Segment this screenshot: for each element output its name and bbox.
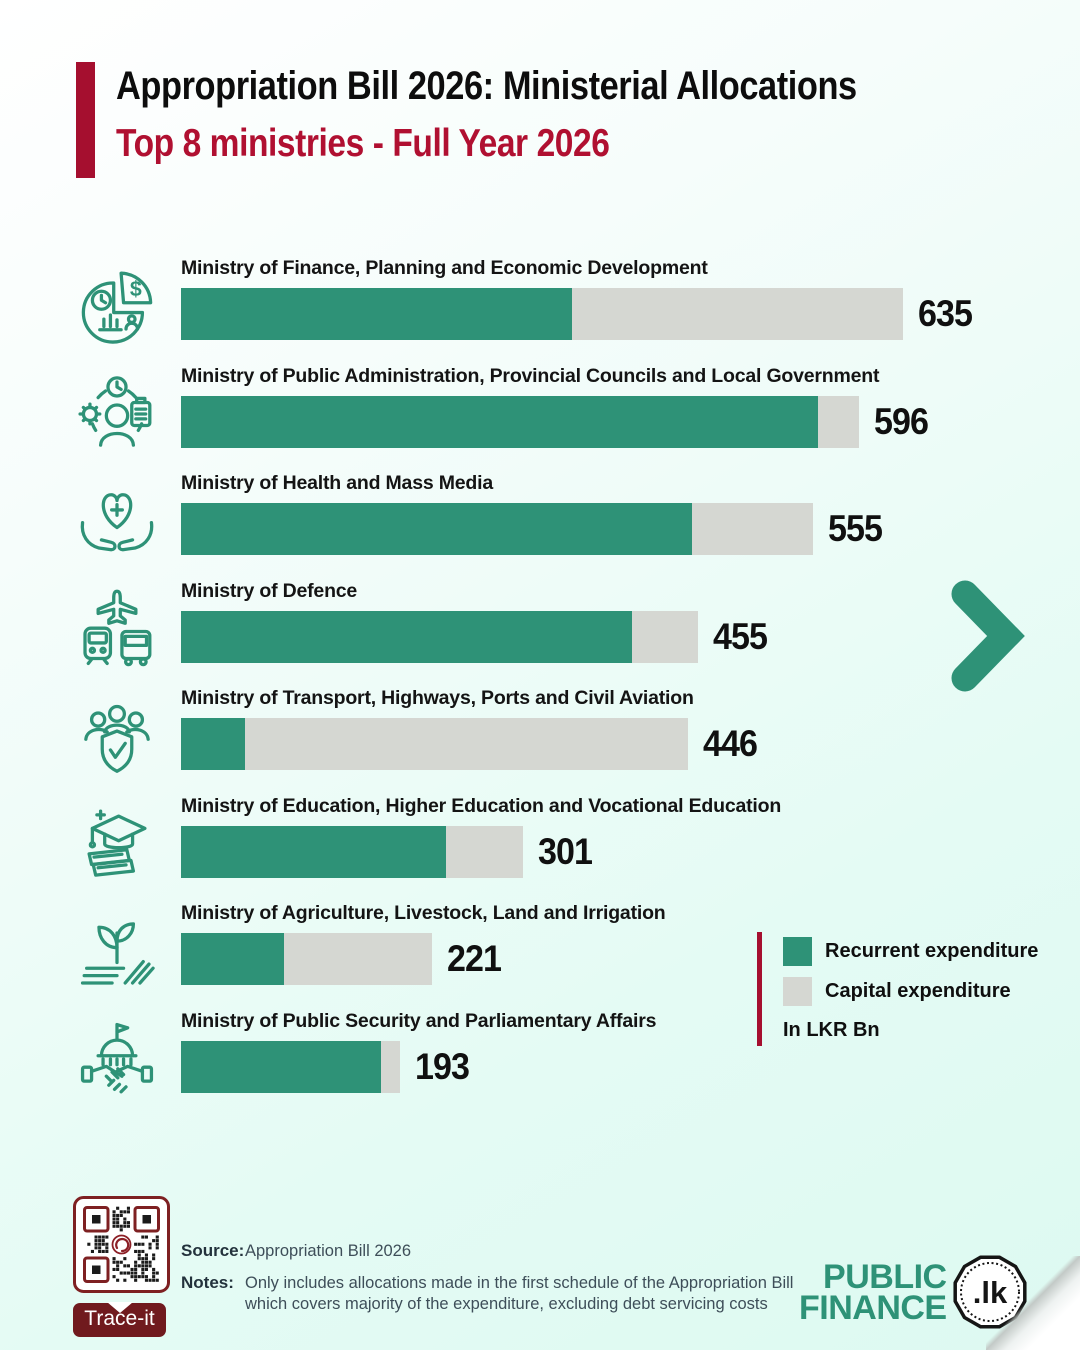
capital-bar-segment	[245, 718, 688, 770]
header: Appropriation Bill 2026: Ministerial All…	[76, 62, 977, 178]
qr-code	[73, 1196, 170, 1298]
ministry-label: Ministry of Transport, Highways, Ports a…	[181, 687, 694, 709]
education-cap-books-icon	[75, 802, 159, 886]
allocation-bar	[181, 933, 432, 985]
transport-vehicles-icon	[75, 587, 159, 671]
health-hands-heart-icon	[75, 479, 159, 563]
ministry-label: Ministry of Public Security and Parliame…	[181, 1009, 657, 1032]
community-shield-icon	[75, 694, 159, 778]
recurrent-bar-segment	[181, 503, 692, 555]
source-label: Source:	[181, 1241, 245, 1260]
capital-bar-segment	[446, 825, 523, 878]
ministry-row: Ministry of Health and Mass Media 555	[75, 470, 1015, 578]
capital-bar-segment	[818, 395, 859, 448]
recurrent-swatch-icon	[783, 937, 812, 966]
allocation-bar	[181, 1040, 400, 1093]
allocation-total-value: 635	[918, 293, 973, 334]
allocation-total-value: 301	[538, 830, 593, 872]
allocation-total-value: 596	[874, 400, 929, 442]
ministry-row: Ministry of Public Administration, Provi…	[75, 363, 1015, 471]
recurrent-bar-segment	[181, 610, 632, 663]
notes-label: Notes:	[181, 1273, 234, 1292]
allocation-total-value: 555	[828, 508, 883, 549]
allocation-bar	[181, 395, 859, 448]
ministry-row: Ministry of Public Security and Parliame…	[75, 1008, 1015, 1116]
title-accent-bar	[76, 62, 95, 178]
legend-item-capital: Capital expenditure	[783, 977, 1038, 1006]
ministry-row: Ministry of Education, Higher Education …	[75, 793, 1015, 901]
capital-bar-segment	[632, 610, 698, 663]
allocation-bar	[181, 503, 813, 555]
ministry-label: Ministry of Health and Mass Media	[181, 472, 493, 494]
allocation-total-value: 446	[703, 723, 758, 764]
page-subtitle: Top 8 ministries - Full Year 2026	[116, 122, 610, 165]
allocation-total-value: 455	[713, 615, 768, 657]
notes-value: Only includes allocations made in the fi…	[245, 1274, 794, 1313]
page-curl-decoration	[986, 1256, 1080, 1350]
svg-text:$: $	[130, 277, 142, 301]
page-title: Appropriation Bill 2026: Ministerial All…	[116, 64, 857, 108]
ministry-bar-chart: $ Ministry of Finance, Planning and Econ…	[75, 255, 1015, 1115]
allocation-bar	[181, 610, 698, 663]
recurrent-bar-segment	[181, 825, 446, 878]
parliament-handshake-icon	[75, 1017, 159, 1101]
recurrent-bar-segment	[181, 288, 572, 340]
recurrent-bar-segment	[181, 1040, 381, 1093]
chevron-right-icon[interactable]	[950, 580, 1028, 697]
trace-it-qr-block: Trace-it	[73, 1196, 170, 1337]
allocation-total-value: 193	[415, 1045, 470, 1087]
allocation-bar	[181, 288, 903, 340]
ministry-row: Ministry of Defence 455	[75, 578, 1015, 686]
allocation-bar	[181, 718, 688, 770]
recurrent-bar-segment	[181, 718, 245, 770]
recurrent-bar-segment	[181, 395, 818, 448]
allocation-total-value: 221	[447, 938, 502, 979]
capital-bar-segment	[572, 288, 903, 340]
legend-item-recurrent: Recurrent expenditure	[783, 937, 1038, 966]
logo-line1: PUBLIC	[823, 1257, 947, 1296]
allocation-bar	[181, 825, 523, 878]
agriculture-plant-icon	[75, 909, 159, 993]
public-administration-person-icon	[75, 372, 159, 456]
capital-swatch-icon	[783, 977, 812, 1006]
capital-bar-segment	[692, 503, 813, 555]
ministry-row: $ Ministry of Finance, Planning and Econ…	[75, 255, 1015, 363]
ministry-label: Ministry of Agriculture, Livestock, Land…	[181, 902, 666, 924]
unit-label: In LKR Bn	[783, 1019, 880, 1041]
ministry-label: Ministry of Public Administration, Provi…	[181, 364, 880, 387]
recurrent-bar-segment	[181, 933, 284, 985]
source-notes: Source: Appropriation Bill 2026 Notes: O…	[181, 1241, 830, 1326]
ministry-label: Ministry of Defence	[181, 579, 358, 602]
capital-bar-segment	[381, 1040, 400, 1093]
ministry-label: Ministry of Finance, Planning and Econom…	[181, 257, 708, 279]
ministry-label: Ministry of Education, Higher Education …	[181, 794, 782, 817]
legend: Recurrent expenditure Capital expenditur…	[757, 932, 1038, 1046]
source-value: Appropriation Bill 2026	[245, 1242, 412, 1260]
finance-allocation-pie-icon: $	[75, 264, 159, 348]
ministry-row: Ministry of Transport, Highways, Ports a…	[75, 685, 1015, 793]
logo-line2: FINANCE	[799, 1288, 947, 1327]
ministry-row: Ministry of Agriculture, Livestock, Land…	[75, 900, 1015, 1008]
trace-it-button[interactable]: Trace-it	[73, 1303, 166, 1337]
capital-bar-segment	[284, 933, 432, 985]
